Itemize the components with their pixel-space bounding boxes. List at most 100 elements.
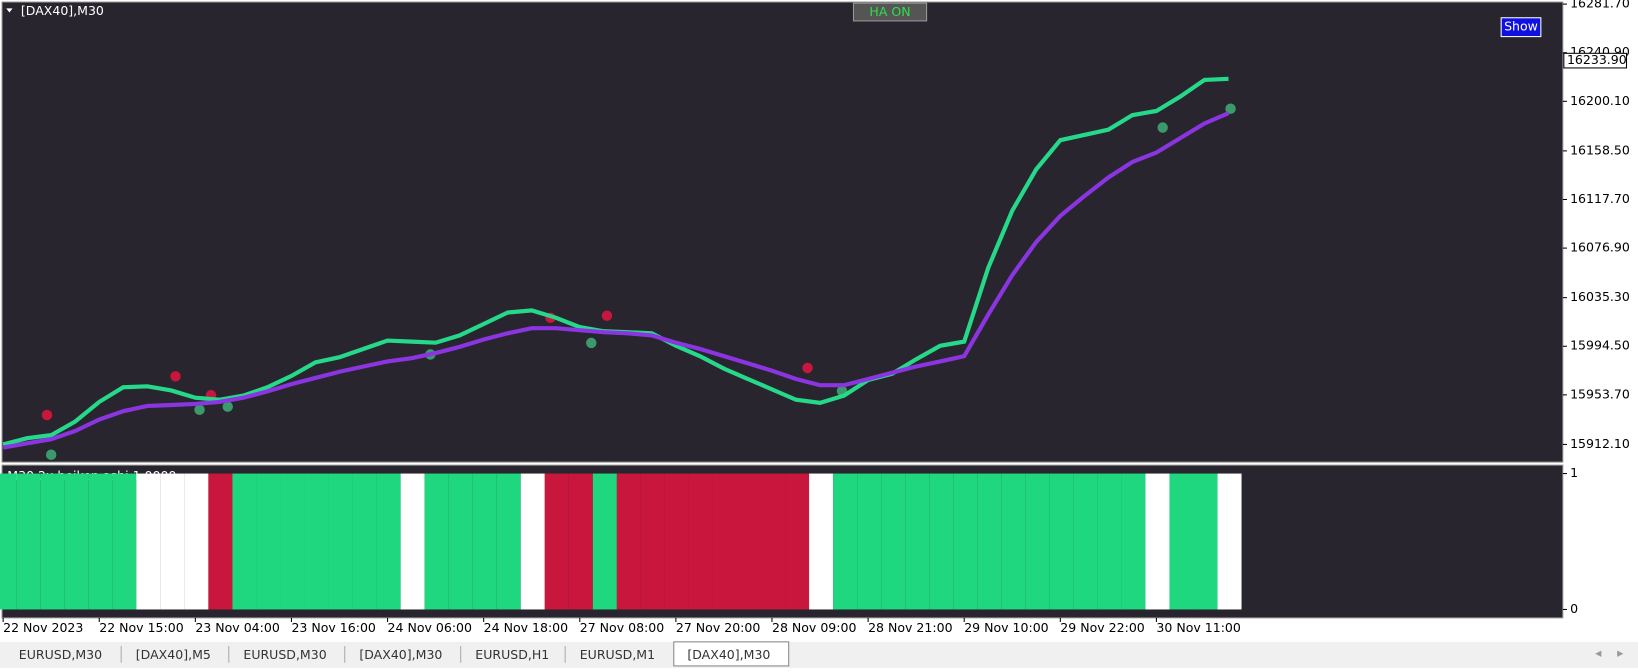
y-tick-label: 15912.10	[1570, 436, 1630, 451]
tab[interactable]: [DAX40],M30	[359, 647, 442, 662]
state-bar	[785, 473, 810, 610]
state-bar	[40, 473, 65, 610]
state-bar	[1217, 473, 1242, 610]
state-bar	[1073, 473, 1098, 610]
y-tick-label: 16158.50	[1570, 142, 1630, 157]
y-tick-label: 16281.70	[1570, 0, 1630, 11]
ha-button-label[interactable]: HA ON	[869, 4, 910, 19]
state-bar	[833, 473, 858, 610]
state-bar	[520, 473, 545, 610]
state-bar	[929, 473, 954, 610]
tab-bar	[0, 641, 1638, 668]
x-tick-label: 23 Nov 04:00	[195, 620, 279, 635]
state-bar	[136, 473, 161, 610]
state-bar	[184, 473, 209, 610]
sell-signal	[41, 409, 53, 421]
x-tick-label: 27 Nov 20:00	[676, 620, 760, 635]
state-bar	[736, 473, 762, 610]
state-bar	[208, 473, 233, 610]
state-bar	[568, 473, 593, 610]
state-bar	[112, 473, 137, 610]
x-tick-label: 29 Nov 10:00	[964, 620, 1048, 635]
state-bar	[953, 473, 978, 610]
state-bar	[1193, 473, 1218, 610]
state-bar	[712, 473, 737, 610]
state-bar	[64, 473, 89, 610]
state-bar	[977, 473, 1002, 610]
x-tick-label: 27 Nov 08:00	[580, 620, 664, 635]
y-tick-label: 15994.50	[1570, 338, 1630, 353]
price-line	[2, 111, 1230, 450]
buy-signal	[1157, 122, 1168, 133]
show-button-label[interactable]: Show	[1504, 19, 1538, 34]
state-bar	[1097, 473, 1122, 610]
scroll-right[interactable]: ▸	[1617, 645, 1624, 660]
tab[interactable]: [DAX40],M5	[136, 647, 211, 662]
state-bar	[664, 473, 689, 610]
x-tick-label: 22 Nov 15:00	[99, 620, 183, 635]
state-bar	[592, 473, 617, 610]
current-price: 16233.90	[1567, 52, 1627, 67]
show-button[interactable]	[1500, 17, 1542, 38]
state-bar	[905, 473, 930, 610]
buy-signal	[194, 404, 205, 416]
state-bar	[0, 473, 17, 610]
state-bar	[857, 473, 882, 610]
x-tick-label: 28 Nov 09:00	[772, 620, 856, 635]
sell-signal	[601, 310, 613, 321]
state-bar	[809, 473, 834, 610]
state-bar	[1001, 473, 1026, 610]
y-tick-label: 15953.70	[1570, 386, 1630, 401]
state-bar	[352, 473, 377, 610]
sell-signal	[170, 371, 181, 382]
state-bar	[1121, 473, 1146, 610]
x-tick-label: 29 Nov 22:00	[1060, 620, 1144, 635]
state-bar	[424, 473, 449, 610]
buy-signal	[222, 401, 233, 412]
buy-signal	[1225, 103, 1236, 114]
x-tick-label: 24 Nov 18:00	[484, 620, 568, 635]
state-bar	[376, 473, 401, 610]
state-bar	[761, 473, 786, 610]
y-tick-label: 0	[1570, 601, 1578, 616]
y-tick-label: 1	[1570, 465, 1578, 480]
buy-signal	[45, 449, 57, 460]
tab[interactable]: EURUSD,H1	[475, 647, 549, 662]
state-bar	[1169, 473, 1194, 610]
state-bar	[1145, 473, 1170, 610]
state-bar	[688, 473, 713, 610]
y-tick-label: 16200.10	[1570, 93, 1630, 108]
state-bar	[304, 473, 329, 610]
state-bar	[496, 473, 521, 610]
state-bar	[280, 473, 305, 610]
state-bar	[232, 473, 257, 610]
state-bar	[256, 473, 281, 610]
sell-signal	[802, 362, 813, 374]
active-tab	[673, 641, 790, 667]
signals	[41, 103, 1236, 460]
state-bar	[1049, 473, 1074, 610]
price-box	[1563, 52, 1628, 69]
x-tick-label: 30 Nov 11:00	[1156, 620, 1240, 635]
state-bar	[160, 473, 185, 610]
y-tick-label: 16076.90	[1570, 240, 1630, 255]
state-bar	[616, 473, 641, 610]
symbol-label: [DAX40],M30	[21, 3, 104, 18]
tab[interactable]: EURUSD,M30	[243, 647, 326, 662]
tab[interactable]: EURUSD,M30	[19, 647, 102, 662]
collapse-arrow[interactable]	[6, 8, 13, 13]
y-tick-label: 16035.30	[1570, 289, 1630, 304]
x-tick-label: 28 Nov 21:00	[868, 620, 952, 635]
tab[interactable]: EURUSD,M1	[580, 647, 655, 662]
x-tick-label: 22 Nov 2023	[3, 620, 83, 635]
state-bar	[640, 473, 665, 610]
tab[interactable]: [DAX40],M30	[687, 647, 770, 662]
state-bar	[328, 473, 353, 610]
state-bar	[88, 473, 113, 610]
state-bar	[544, 473, 569, 610]
ha-button[interactable]	[852, 2, 928, 22]
price-panel	[1, 1, 1564, 463]
x-tick-label: 24 Nov 06:00	[388, 620, 472, 635]
scroll-left[interactable]: ◂	[1595, 645, 1602, 660]
